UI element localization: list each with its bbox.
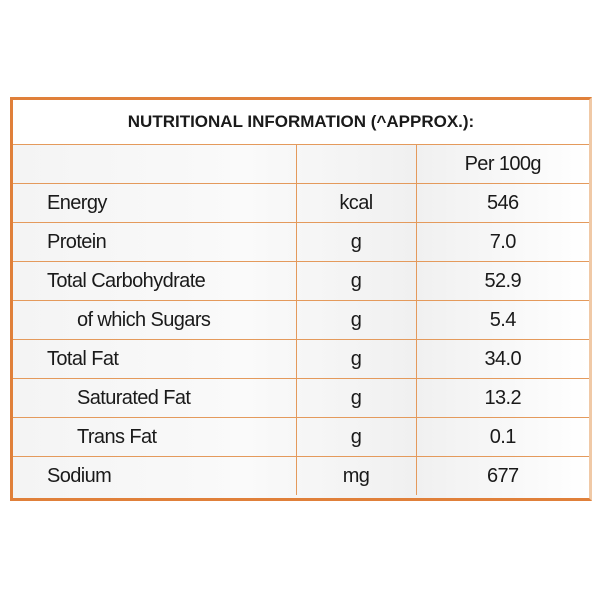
nutrient: Energy [13,183,297,223]
row: Total Fat g 34.0 [13,339,589,379]
unit: g [295,300,417,340]
header-cell [13,144,297,184]
amount: 5.4 [415,300,589,340]
row: of which Sugars g 5.4 [13,300,589,340]
nutrient: Protein [13,222,297,262]
nutrition-table: NUTRITIONAL INFORMATION (^APPROX.): Per … [13,100,589,495]
unit: g [295,417,417,457]
nutrition-panel: NUTRITIONAL INFORMATION (^APPROX.): Per … [10,97,592,501]
title-row: NUTRITIONAL INFORMATION (^APPROX.): [13,100,589,145]
nutrient: Sodium [13,456,297,495]
nutrient: Trans Fat [13,417,297,457]
amount: 34.0 [415,339,589,379]
row: Saturated Fat g 13.2 [13,378,589,418]
amount: 677 [415,456,589,495]
amount: 13.2 [415,378,589,418]
unit: g [295,261,417,301]
row: Energy kcal 546 [13,183,589,223]
header-cell: Per 100g [415,144,589,184]
unit: g [295,339,417,379]
row: Trans Fat g 0.1 [13,417,589,457]
row: Sodium mg 677 [13,456,589,495]
unit: g [295,222,417,262]
amount: 0.1 [415,417,589,457]
unit: kcal [295,183,417,223]
amount: 52.9 [415,261,589,301]
nutrient: Total Fat [13,339,297,379]
amount: 7.0 [415,222,589,262]
unit: g [295,378,417,418]
row: Total Carbohydrate g 52.9 [13,261,589,301]
nutrient: Total Carbohydrate [13,261,297,301]
unit: mg [295,456,417,495]
amount: 546 [415,183,589,223]
row: Protein g 7.0 [13,222,589,262]
header-row: Per 100g [13,144,589,184]
table-title: NUTRITIONAL INFORMATION (^APPROX.): [13,100,589,145]
nutrient: Saturated Fat [13,378,297,418]
header-cell [295,144,417,184]
nutrient: of which Sugars [13,300,297,340]
